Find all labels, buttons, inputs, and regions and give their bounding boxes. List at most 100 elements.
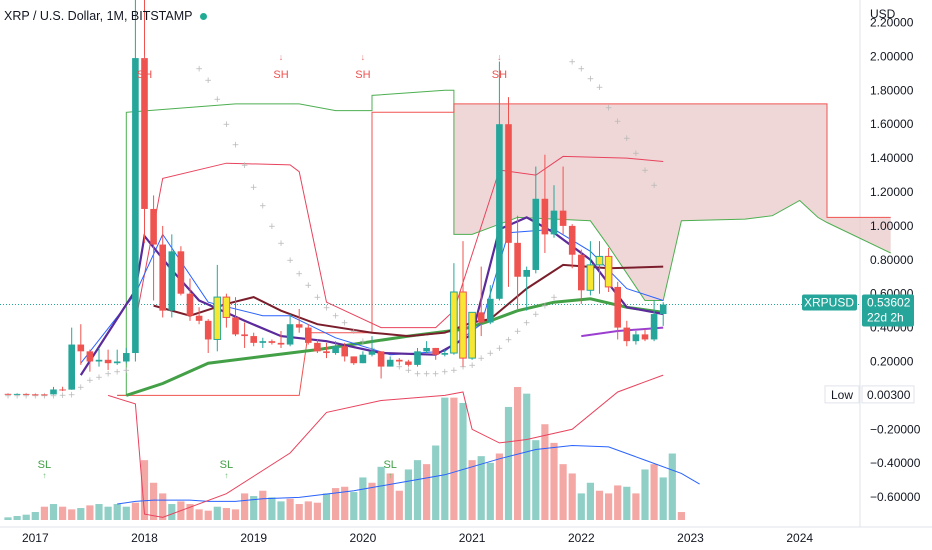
volume-bar [432, 445, 440, 520]
sar-dot: + [250, 183, 258, 193]
sar-dot: + [241, 161, 249, 171]
time-tick-label: 2017 [22, 531, 49, 545]
low-label-box [824, 385, 860, 404]
candle [459, 241, 467, 367]
grid-layer [0, 0, 932, 528]
candle-body [441, 353, 449, 355]
volume-bar [268, 497, 276, 520]
volume-bar [395, 490, 403, 520]
candle [213, 264, 222, 352]
candle [586, 241, 595, 296]
sar-dot: + [505, 335, 513, 345]
sar-dot: + [523, 319, 531, 329]
candle-body [532, 198, 540, 270]
volume-bar [59, 506, 67, 520]
sar-dot: + [650, 181, 658, 191]
sar-dot: + [13, 391, 21, 401]
sar-dot: + [450, 366, 458, 376]
candle-body [86, 351, 94, 362]
volume-bar [386, 473, 394, 520]
volume-bar [586, 482, 594, 520]
candle [632, 330, 640, 345]
sar-dot: + [487, 349, 495, 359]
candle [222, 293, 231, 328]
volume-bar [86, 505, 94, 520]
candle [441, 349, 449, 357]
candle-body [623, 327, 631, 342]
price-tick-label: 1.20000 [870, 185, 914, 199]
candle-body [132, 58, 139, 354]
candle [141, 0, 148, 243]
bollinger-upper [134, 155, 664, 329]
candle [4, 393, 12, 395]
candle-body [259, 341, 267, 343]
sl-arrow: ↑ [224, 471, 228, 480]
candle [468, 311, 476, 360]
volume-bar [250, 496, 258, 520]
volume-bar [22, 514, 30, 520]
volume-bar [31, 512, 39, 520]
bollinger-lower [107, 374, 664, 518]
candle [232, 297, 239, 337]
candle-body [450, 291, 458, 354]
volume-bar [614, 485, 622, 520]
volume-bar [231, 509, 240, 520]
candle-body [141, 58, 148, 209]
candle [595, 241, 604, 294]
candle-body [177, 251, 185, 294]
sar-dot: + [50, 391, 58, 401]
candle [305, 324, 312, 345]
candle-body [414, 351, 421, 365]
volume-bar [359, 477, 367, 520]
price-badge-countdown: 22d 2h [867, 311, 904, 325]
volume-bar [304, 501, 312, 520]
candle [568, 224, 576, 269]
sar-dot: + [459, 363, 467, 373]
candle [550, 185, 558, 238]
low-value: 0.00300 [867, 388, 911, 402]
volume-bar [423, 464, 431, 520]
candle [614, 281, 621, 340]
candle [314, 339, 321, 354]
candle-body [50, 389, 57, 395]
price-tick-label: 2.00000 [870, 49, 914, 63]
sar-dot: + [195, 64, 203, 74]
candle-body [68, 344, 75, 390]
symbol-title[interactable]: XRP / U.S. Dollar, 1M, BITSTAMP [4, 9, 193, 23]
symbol-badge-text: XRPUSD [804, 296, 854, 310]
candle [350, 356, 358, 365]
parabolic-sar: + + + + + + + +++ + + + +++++++++++++++++++++ + + + + + +… [4, 57, 658, 401]
candle [268, 339, 276, 345]
time-axis[interactable]: 2017 2018 2019 2020 2021 2022 2023 2024 [22, 531, 813, 545]
low-label: Low [831, 388, 853, 402]
candle-body [295, 324, 303, 328]
candle-body [459, 291, 467, 359]
volume-bar [495, 453, 503, 520]
volume-bar [450, 397, 458, 520]
volume-bar [131, 502, 139, 520]
price-tick-label: 0.80000 [870, 253, 914, 267]
sar-dot: + [468, 361, 476, 371]
sar-dot: + [405, 366, 413, 376]
volume-bar [40, 506, 48, 520]
candle-body [386, 359, 394, 367]
candle [195, 307, 203, 325]
candle [104, 349, 112, 370]
price-tick-label: −0.20000 [870, 422, 921, 436]
candle [532, 166, 540, 274]
volume-bar [468, 460, 476, 520]
candle-body [614, 286, 621, 328]
sar-dot: + [223, 120, 231, 130]
volume-bar [168, 504, 176, 520]
volume-bar [368, 482, 376, 520]
volume-bar [13, 516, 21, 520]
candle [359, 351, 367, 364]
volume-bar [650, 464, 658, 520]
candle [286, 314, 294, 347]
candle [13, 393, 21, 395]
sl-label: SL [220, 459, 233, 471]
candlestick-series[interactable] [4, 0, 667, 396]
sar-dot: + [314, 293, 322, 303]
candle-body [104, 359, 112, 364]
